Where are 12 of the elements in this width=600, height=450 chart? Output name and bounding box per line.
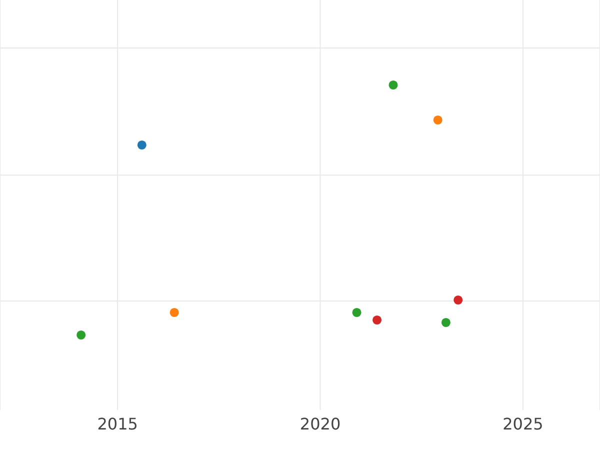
x-tick-label: 2015 — [97, 414, 138, 434]
point — [388, 80, 398, 90]
point — [372, 315, 382, 325]
point — [433, 115, 442, 125]
point — [454, 295, 463, 305]
point — [170, 308, 179, 318]
point — [441, 318, 450, 328]
point — [352, 308, 362, 318]
x-tick-label: 2025 — [502, 414, 544, 434]
point — [137, 140, 146, 150]
x-tick-label: 2020 — [300, 414, 341, 434]
point — [76, 330, 86, 340]
